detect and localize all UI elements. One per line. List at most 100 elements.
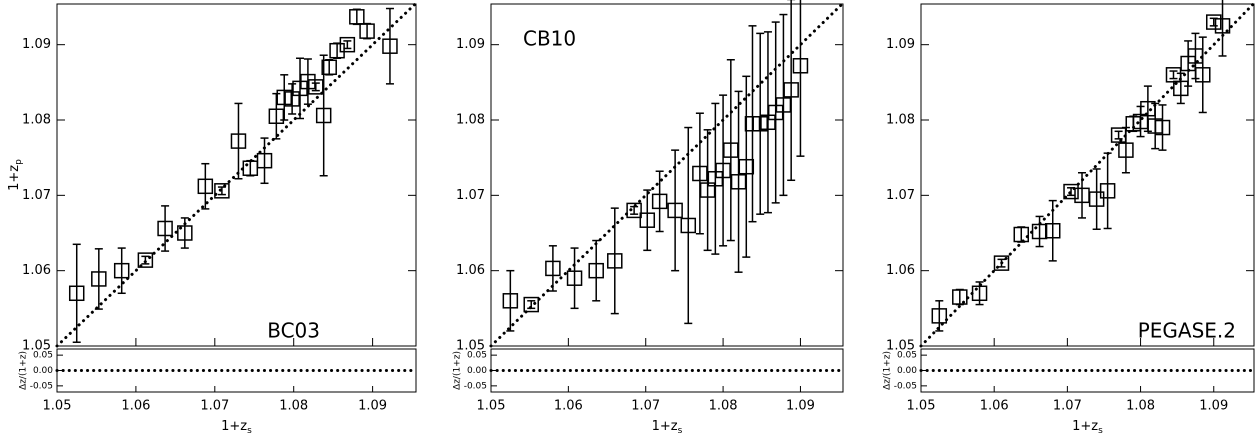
marker <box>1031 223 1048 240</box>
plot-frame <box>920 3 1255 347</box>
y-tick-label: 1.06 <box>456 263 485 278</box>
marker <box>523 296 539 313</box>
panel-annotation: CB10 <box>523 27 576 51</box>
data-point <box>137 252 154 268</box>
data-point <box>1118 126 1134 174</box>
data-point <box>382 7 398 85</box>
data-point <box>730 90 747 273</box>
data-point <box>157 205 173 252</box>
x-tick-label: 1.08 <box>709 399 738 414</box>
marker <box>284 91 300 107</box>
data-point <box>68 243 85 343</box>
marker <box>607 253 623 269</box>
y-tick-label: 1.08 <box>886 113 915 128</box>
marker <box>315 107 332 124</box>
marker <box>349 9 365 25</box>
marker <box>177 225 193 241</box>
marker <box>639 212 656 228</box>
marker <box>792 58 809 74</box>
x-axis-label-main: 1+z <box>1072 419 1098 434</box>
data-point <box>230 102 247 180</box>
marker <box>329 42 345 59</box>
marker <box>738 158 755 175</box>
x-axis-label: 1+zs <box>221 419 252 436</box>
marker <box>588 262 604 279</box>
data-point <box>1063 183 1079 200</box>
marker <box>268 108 285 124</box>
residual-y-tick-label: 0.05 <box>33 351 53 361</box>
data-point <box>680 126 697 325</box>
data-point <box>952 288 968 306</box>
data-point <box>214 183 230 199</box>
x-tick-label: 1.09 <box>1199 399 1228 414</box>
marker <box>1044 222 1061 239</box>
x-axis-label-main: 1+z <box>221 419 247 434</box>
data-point <box>1173 72 1189 105</box>
y-tick-label: 1.05 <box>456 339 485 354</box>
marker <box>256 152 273 169</box>
data-point <box>1031 215 1048 248</box>
one-to-one-line <box>55 2 417 348</box>
data-point <box>692 112 708 235</box>
data-point <box>1013 226 1030 243</box>
data-point <box>931 300 948 332</box>
data-point <box>1044 199 1061 262</box>
y-tick-label: 1.06 <box>22 263 51 278</box>
y-tick-label: 1.09 <box>456 37 485 52</box>
marker <box>651 193 668 210</box>
marker <box>680 217 697 234</box>
marker <box>626 202 642 219</box>
marker <box>68 285 85 302</box>
x-tick-label: 1.07 <box>200 399 229 414</box>
data-point <box>651 170 668 233</box>
data-point <box>1205 14 1222 30</box>
marker <box>157 220 173 237</box>
x-tick-label: 1.07 <box>1053 399 1082 414</box>
data-point <box>993 255 1010 271</box>
marker <box>1214 18 1231 34</box>
data-point <box>545 245 561 292</box>
x-tick-label: 1.09 <box>358 399 387 414</box>
panel-annotation: BC03 <box>267 319 320 343</box>
marker <box>1154 119 1171 136</box>
data-point <box>359 22 375 40</box>
marker <box>1195 67 1211 83</box>
y-tick-label: 1.05 <box>886 339 915 354</box>
data-point <box>707 102 724 255</box>
data-point <box>738 75 755 258</box>
marker <box>667 202 683 219</box>
data-point <box>566 247 583 310</box>
data-point <box>308 79 324 95</box>
data-point <box>715 94 731 247</box>
residual-y-tick-label: 0.05 <box>467 351 487 361</box>
marker <box>339 36 356 53</box>
marker <box>545 260 561 277</box>
x-axis-label: 1+zs <box>1072 419 1103 436</box>
data-point <box>339 36 356 53</box>
y-tick-label: 1.08 <box>456 113 485 128</box>
y-tick-label: 1.06 <box>886 263 915 278</box>
x-tick-label: 1.08 <box>279 399 308 414</box>
marker <box>1063 183 1079 200</box>
residual-y-tick-label: 0.00 <box>33 366 53 376</box>
data-point <box>792 0 809 157</box>
x-axis-label-sub: s <box>247 426 252 436</box>
data-point <box>783 0 799 182</box>
data-point <box>626 202 642 219</box>
marker <box>952 289 968 305</box>
data-point <box>971 281 988 306</box>
y-tick-label: 1.07 <box>22 188 51 203</box>
x-axis-label-main: 1+z <box>652 419 678 434</box>
data-point <box>1110 127 1127 143</box>
x-axis-label: 1+zs <box>652 419 683 436</box>
marker <box>931 308 948 324</box>
marker <box>359 23 375 39</box>
marker <box>137 252 154 268</box>
marker <box>300 73 316 90</box>
data-point <box>284 83 300 115</box>
data-point <box>91 248 107 310</box>
marker <box>1013 226 1030 243</box>
residual-y-tick-label: -0.05 <box>894 381 917 391</box>
y-tick-label: 1.08 <box>22 113 51 128</box>
